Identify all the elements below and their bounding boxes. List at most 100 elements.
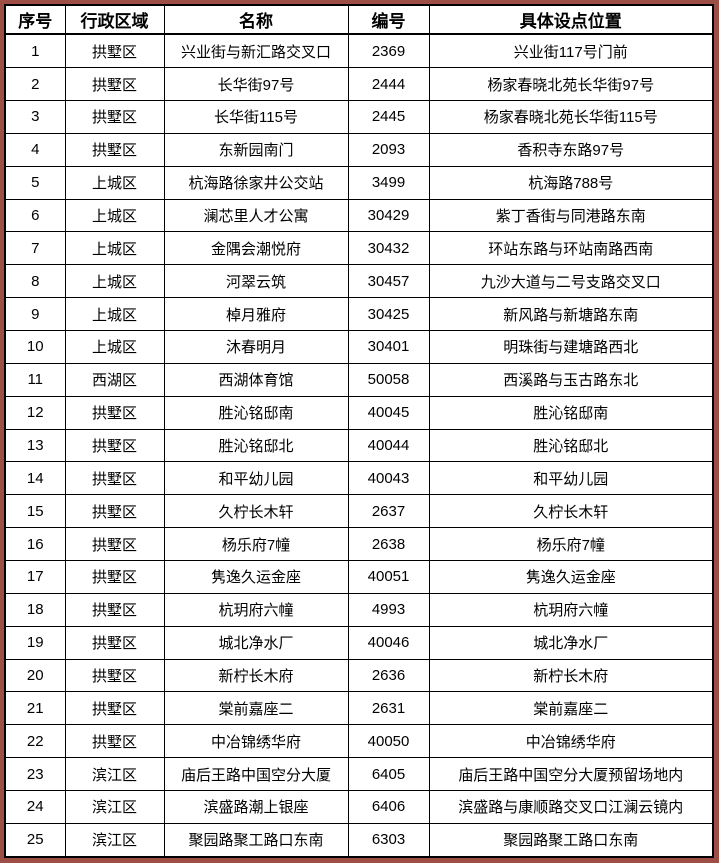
cell-district: 拱墅区 [64, 99, 165, 134]
cell-seq: 24 [4, 790, 66, 824]
cell-district: 拱墅区 [64, 527, 165, 561]
table-row: 5 上城区 杭海路徐家井公交站 3499 杭海路788号 [4, 165, 714, 200]
cell-name: 河翠云筑 [163, 264, 349, 299]
cell-name: 城北净水厂 [163, 625, 349, 660]
cell-location: 杨家春晓北苑长华街115号 [428, 99, 714, 134]
table-row: 2 拱墅区 长华街97号 2444 杨家春晓北苑长华街97号 [4, 67, 714, 101]
cell-code: 2369 [347, 33, 430, 69]
cell-code: 30457 [347, 264, 430, 299]
cell-district: 拱墅区 [64, 625, 165, 660]
cell-code: 30425 [347, 297, 430, 331]
cell-name: 杭海路徐家井公交站 [163, 165, 349, 200]
cell-location: 西溪路与玉古路东北 [428, 362, 714, 397]
table-row: 18 拱墅区 杭玥府六幢 4993 杭玥府六幢 [4, 592, 714, 627]
cell-code: 6406 [347, 790, 430, 824]
cell-seq: 17 [4, 559, 66, 594]
cell-name: 滨盛路潮上银座 [163, 790, 349, 824]
cell-name: 长华街97号 [163, 67, 349, 101]
cell-district: 上城区 [64, 198, 165, 233]
cell-code: 6303 [347, 822, 430, 858]
cell-seq: 7 [4, 231, 66, 266]
cell-seq: 15 [4, 494, 66, 529]
cell-code: 2631 [347, 691, 430, 726]
cell-name: 东新园南门 [163, 132, 349, 167]
cell-location: 杨家春晓北苑长华街97号 [428, 67, 714, 101]
table-row: 11 西湖区 西湖体育馆 50058 西溪路与玉古路东北 [4, 362, 714, 397]
cell-name: 新柠长木府 [163, 658, 349, 693]
cell-name: 胜沁铭邸南 [163, 395, 349, 430]
cell-location: 庙后王路中国空分大厦预留场地内 [428, 757, 714, 791]
cell-location: 杨乐府7幢 [428, 527, 714, 561]
cell-district: 上城区 [64, 165, 165, 200]
cell-name: 久柠长木轩 [163, 494, 349, 529]
cell-seq: 9 [4, 297, 66, 331]
cell-district: 上城区 [64, 297, 165, 331]
cell-location: 隽逸久运金座 [428, 559, 714, 594]
cell-district: 滨江区 [64, 757, 165, 791]
cell-code: 40043 [347, 461, 430, 496]
cell-name: 杭玥府六幢 [163, 592, 349, 627]
table-row: 4 拱墅区 东新园南门 2093 香积寺东路97号 [4, 132, 714, 167]
table-row: 24 滨江区 滨盛路潮上银座 6406 滨盛路与康顺路交叉口江澜云镜内 [4, 790, 714, 824]
cell-name: 棹月雅府 [163, 297, 349, 331]
table-row: 20 拱墅区 新柠长木府 2636 新柠长木府 [4, 658, 714, 693]
cell-location: 和平幼儿园 [428, 461, 714, 496]
cell-district: 拱墅区 [64, 33, 165, 69]
table-row: 16 拱墅区 杨乐府7幢 2638 杨乐府7幢 [4, 527, 714, 561]
cell-district: 拱墅区 [64, 658, 165, 693]
column-header-code: 编号 [347, 4, 430, 35]
table-row: 14 拱墅区 和平幼儿园 40043 和平幼儿园 [4, 461, 714, 496]
cell-code: 6405 [347, 757, 430, 791]
column-header-district: 行政区域 [64, 4, 165, 35]
cell-location: 紫丁香街与同港路东南 [428, 198, 714, 233]
cell-name: 兴业街与新汇路交叉口 [163, 33, 349, 69]
cell-name: 和平幼儿园 [163, 461, 349, 496]
cell-location: 久柠长木轩 [428, 494, 714, 529]
cell-name: 金隅会潮悦府 [163, 231, 349, 266]
cell-district: 拱墅区 [64, 724, 165, 759]
table-row: 15 拱墅区 久柠长木轩 2637 久柠长木轩 [4, 494, 714, 529]
cell-location: 棠前嘉座二 [428, 691, 714, 726]
table-row: 1 拱墅区 兴业街与新汇路交叉口 2369 兴业街117号门前 [4, 33, 714, 69]
cell-code: 30432 [347, 231, 430, 266]
cell-code: 2445 [347, 99, 430, 134]
cell-name: 长华街115号 [163, 99, 349, 134]
cell-location: 滨盛路与康顺路交叉口江澜云镜内 [428, 790, 714, 824]
cell-seq: 25 [4, 822, 66, 858]
cell-location: 新柠长木府 [428, 658, 714, 693]
cell-location: 杭海路788号 [428, 165, 714, 200]
cell-district: 拱墅区 [64, 395, 165, 430]
cell-code: 50058 [347, 362, 430, 397]
cell-code: 2444 [347, 67, 430, 101]
cell-seq: 10 [4, 329, 66, 364]
cell-seq: 19 [4, 625, 66, 660]
cell-seq: 12 [4, 395, 66, 430]
cell-location: 杭玥府六幢 [428, 592, 714, 627]
cell-code: 4993 [347, 592, 430, 627]
cell-code: 40051 [347, 559, 430, 594]
cell-seq: 13 [4, 428, 66, 463]
stations-table: 序号 行政区域 名称 编号 具体设点位置 1 拱墅区 兴业街与新汇路交叉口 23… [4, 4, 714, 858]
cell-location: 城北净水厂 [428, 625, 714, 660]
cell-location: 环站东路与环站南路西南 [428, 231, 714, 266]
cell-code: 40045 [347, 395, 430, 430]
cell-location: 明珠街与建塘路西北 [428, 329, 714, 364]
table-row: 22 拱墅区 中冶锦绣华府 40050 中冶锦绣华府 [4, 724, 714, 759]
cell-name: 沐春明月 [163, 329, 349, 364]
cell-seq: 8 [4, 264, 66, 299]
cell-name: 杨乐府7幢 [163, 527, 349, 561]
cell-code: 30401 [347, 329, 430, 364]
cell-district: 上城区 [64, 231, 165, 266]
table-row: 13 拱墅区 胜沁铭邸北 40044 胜沁铭邸北 [4, 428, 714, 463]
cell-seq: 1 [4, 33, 66, 69]
table-row: 8 上城区 河翠云筑 30457 九沙大道与二号支路交叉口 [4, 264, 714, 299]
cell-code: 2638 [347, 527, 430, 561]
table-row: 6 上城区 澜芯里人才公寓 30429 紫丁香街与同港路东南 [4, 198, 714, 233]
cell-seq: 20 [4, 658, 66, 693]
table-body: 1 拱墅区 兴业街与新汇路交叉口 2369 兴业街117号门前 2 拱墅区 长华… [4, 33, 714, 858]
cell-district: 上城区 [64, 329, 165, 364]
table-row: 19 拱墅区 城北净水厂 40046 城北净水厂 [4, 625, 714, 660]
cell-location: 胜沁铭邸北 [428, 428, 714, 463]
cell-seq: 18 [4, 592, 66, 627]
